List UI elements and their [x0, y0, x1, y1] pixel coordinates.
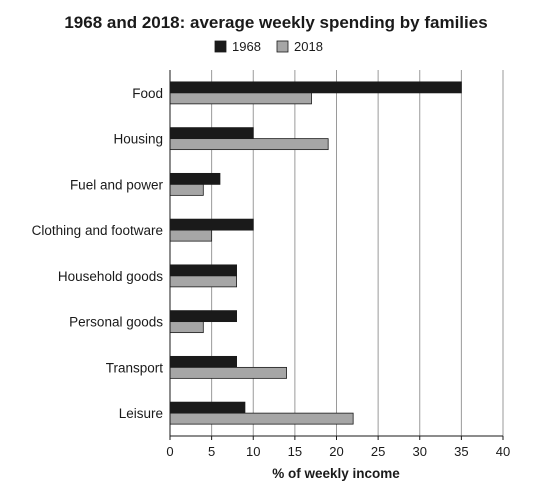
x-tick-label-20: 20	[329, 444, 343, 459]
bar-clothing-and-footware-1968	[169, 218, 254, 231]
x-axis-title: % of weekly income	[272, 466, 400, 481]
bar-fuel-and-power-2018	[169, 183, 204, 196]
x-tick-label-30: 30	[413, 444, 427, 459]
x-tick-label-10: 10	[246, 444, 260, 459]
category-label-fuel-and-power: Fuel and power	[70, 177, 164, 192]
x-tick-label-15: 15	[288, 444, 302, 459]
legend-label-1968: 1968	[232, 39, 261, 54]
x-tick-label-0: 0	[166, 444, 173, 459]
bars	[169, 81, 462, 425]
bar-fuel-and-power-1968	[169, 172, 221, 185]
bar-food-2018	[169, 92, 312, 105]
bar-personal-goods-1968	[169, 310, 237, 323]
legend-label-2018: 2018	[294, 39, 323, 54]
bar-housing-2018	[169, 138, 329, 151]
bar-leisure-2018	[169, 412, 354, 425]
category-label-personal-goods: Personal goods	[69, 315, 163, 330]
category-label-clothing-and-footware: Clothing and footware	[32, 223, 163, 238]
x-tick-label-40: 40	[496, 444, 510, 459]
x-tick-label-5: 5	[208, 444, 215, 459]
bar-household-goods-1968	[169, 264, 237, 277]
bar-food-1968	[169, 81, 462, 94]
category-label-leisure: Leisure	[119, 406, 163, 421]
bar-transport-1968	[169, 355, 237, 368]
bar-transport-2018	[169, 366, 287, 379]
bar-clothing-and-footware-2018	[169, 229, 213, 242]
category-label-household-goods: Household goods	[58, 269, 163, 284]
bar-housing-1968	[169, 127, 254, 140]
category-label-transport: Transport	[106, 360, 164, 375]
legend-swatch-1968	[214, 40, 227, 53]
legend-swatch-2018	[276, 40, 289, 53]
x-tick-label-25: 25	[371, 444, 385, 459]
x-tick-labels: 0 5 10 15 20 25 30 35 40	[166, 436, 510, 459]
category-labels: Food Housing Fuel and power Clothing and fo…	[32, 86, 164, 421]
chart-title: 1968 and 2018: average weekly spending b…	[64, 13, 487, 32]
bar-leisure-1968	[169, 401, 246, 414]
bar-household-goods-2018	[169, 275, 237, 288]
legend: 1968 2018	[214, 39, 323, 54]
category-label-housing: Housing	[113, 132, 163, 147]
x-tick-label-35: 35	[454, 444, 468, 459]
category-label-food: Food	[132, 86, 163, 101]
gridlines	[211, 70, 504, 436]
bar-personal-goods-2018	[169, 321, 204, 334]
